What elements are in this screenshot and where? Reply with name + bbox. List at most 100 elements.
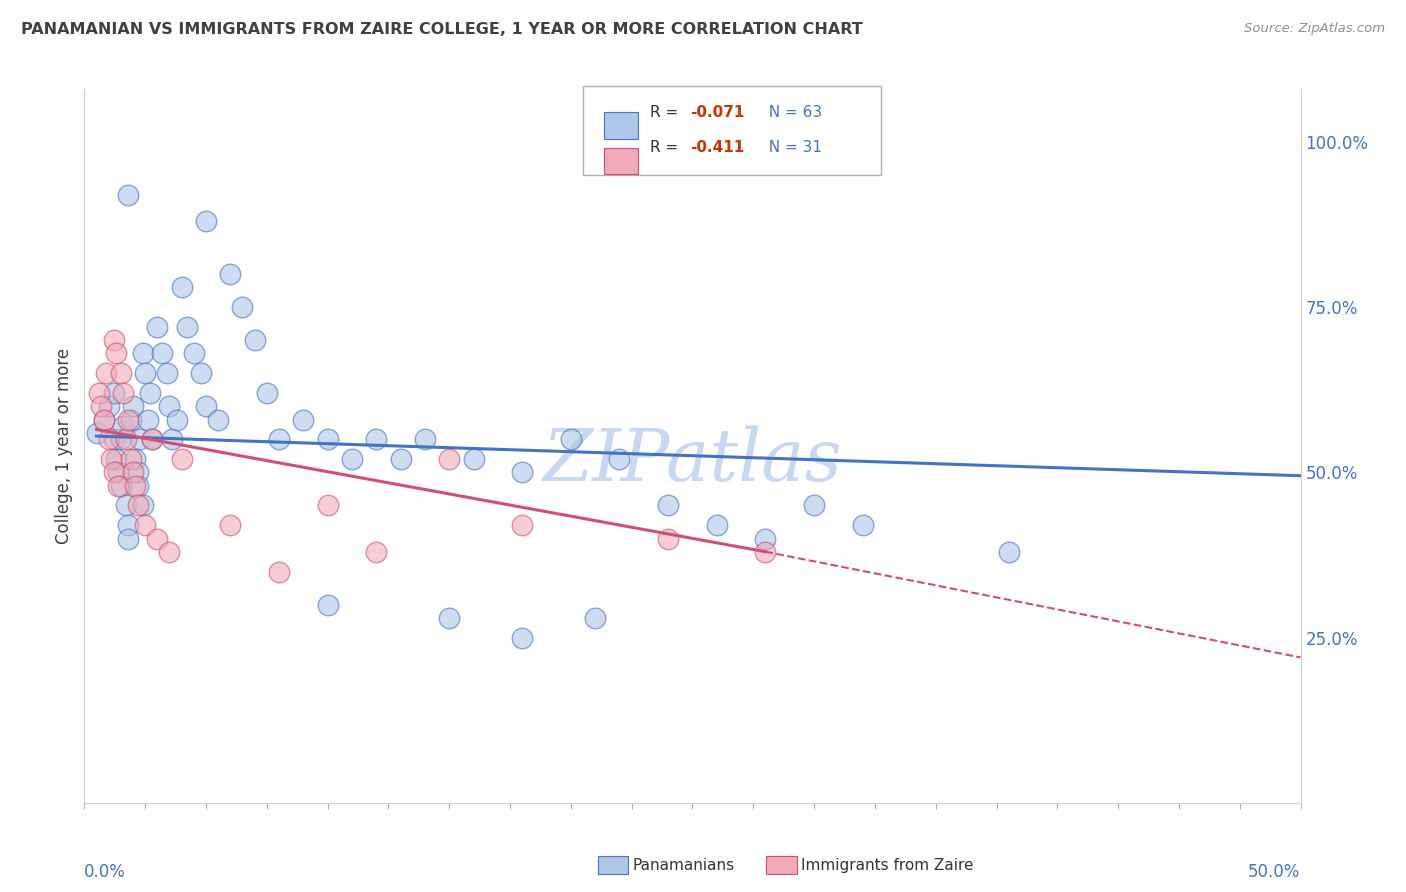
Text: -0.411: -0.411 xyxy=(690,140,744,155)
Point xyxy=(389,452,412,467)
Point xyxy=(110,433,132,447)
Text: 50.0%: 50.0% xyxy=(1249,863,1301,881)
Point xyxy=(219,267,242,281)
Text: R =: R = xyxy=(650,104,683,120)
Point xyxy=(97,433,120,447)
Point xyxy=(87,386,110,401)
Text: 0.0%: 0.0% xyxy=(84,863,127,881)
Text: R =: R = xyxy=(650,140,683,155)
Point xyxy=(166,412,188,426)
Point xyxy=(117,412,139,426)
Text: PANAMANIAN VS IMMIGRANTS FROM ZAIRE COLLEGE, 1 YEAR OR MORE CORRELATION CHART: PANAMANIAN VS IMMIGRANTS FROM ZAIRE COLL… xyxy=(21,22,863,37)
Point xyxy=(150,346,173,360)
Text: Source: ZipAtlas.com: Source: ZipAtlas.com xyxy=(1244,22,1385,36)
Point xyxy=(170,280,193,294)
Text: N = 63: N = 63 xyxy=(759,104,823,120)
Point xyxy=(124,478,146,492)
Point xyxy=(86,425,108,440)
Point xyxy=(170,452,193,467)
Point xyxy=(134,367,156,381)
Point xyxy=(136,412,159,426)
Text: -0.071: -0.071 xyxy=(690,104,744,120)
Point xyxy=(107,466,129,480)
Point xyxy=(609,452,631,467)
Point xyxy=(93,412,115,426)
Point xyxy=(439,611,461,625)
Point xyxy=(316,598,339,612)
Text: ZIPatlas: ZIPatlas xyxy=(543,425,842,496)
FancyBboxPatch shape xyxy=(603,148,638,175)
Point xyxy=(267,565,290,579)
Point xyxy=(139,386,162,401)
FancyBboxPatch shape xyxy=(583,86,882,175)
Point xyxy=(120,412,142,426)
Point xyxy=(256,386,278,401)
Point xyxy=(124,452,146,467)
Point xyxy=(103,466,125,480)
Point xyxy=(366,433,388,447)
Point xyxy=(103,386,125,401)
Point xyxy=(104,452,127,467)
Point xyxy=(231,300,253,314)
Point xyxy=(207,412,229,426)
Text: N = 31: N = 31 xyxy=(759,140,823,155)
Point xyxy=(117,532,139,546)
Point xyxy=(134,518,156,533)
Point xyxy=(852,518,875,533)
Point xyxy=(439,452,461,467)
Point xyxy=(754,532,776,546)
FancyBboxPatch shape xyxy=(603,112,638,139)
Point xyxy=(316,499,339,513)
Point xyxy=(122,400,145,414)
Point xyxy=(316,433,339,447)
Point xyxy=(112,419,135,434)
Point xyxy=(93,412,115,426)
Point xyxy=(159,545,181,559)
Point xyxy=(510,518,533,533)
Point xyxy=(219,518,242,533)
Point xyxy=(366,545,388,559)
Point xyxy=(156,367,179,381)
Point xyxy=(413,433,436,447)
Point xyxy=(97,400,120,414)
Point xyxy=(292,412,315,426)
Point xyxy=(129,433,152,447)
Point xyxy=(510,466,533,480)
Point xyxy=(243,333,266,347)
Point xyxy=(107,478,129,492)
Point xyxy=(195,400,218,414)
Point xyxy=(103,433,125,447)
Point xyxy=(100,452,122,467)
Point xyxy=(706,518,728,533)
Point xyxy=(195,214,218,228)
Point xyxy=(183,346,205,360)
Point xyxy=(754,545,776,559)
Y-axis label: College, 1 year or more: College, 1 year or more xyxy=(55,348,73,544)
Point xyxy=(176,320,198,334)
Point xyxy=(110,367,132,381)
Point xyxy=(510,631,533,645)
Point xyxy=(146,320,169,334)
Point xyxy=(190,367,212,381)
Point xyxy=(104,346,127,360)
Point xyxy=(803,499,825,513)
Point xyxy=(160,433,183,447)
Point xyxy=(96,367,118,381)
Point xyxy=(583,611,606,625)
Point xyxy=(141,433,163,447)
Point xyxy=(146,532,169,546)
Point xyxy=(117,188,139,202)
Text: Immigrants from Zaire: Immigrants from Zaire xyxy=(801,858,974,872)
Point xyxy=(127,466,149,480)
Point xyxy=(122,466,145,480)
Point xyxy=(112,386,135,401)
Point xyxy=(114,433,136,447)
Point xyxy=(657,499,679,513)
Text: Panamanians: Panamanians xyxy=(633,858,735,872)
Point xyxy=(267,433,290,447)
Point xyxy=(132,346,155,360)
Point xyxy=(141,433,163,447)
Point xyxy=(997,545,1019,559)
Point xyxy=(340,452,363,467)
Point xyxy=(132,499,155,513)
